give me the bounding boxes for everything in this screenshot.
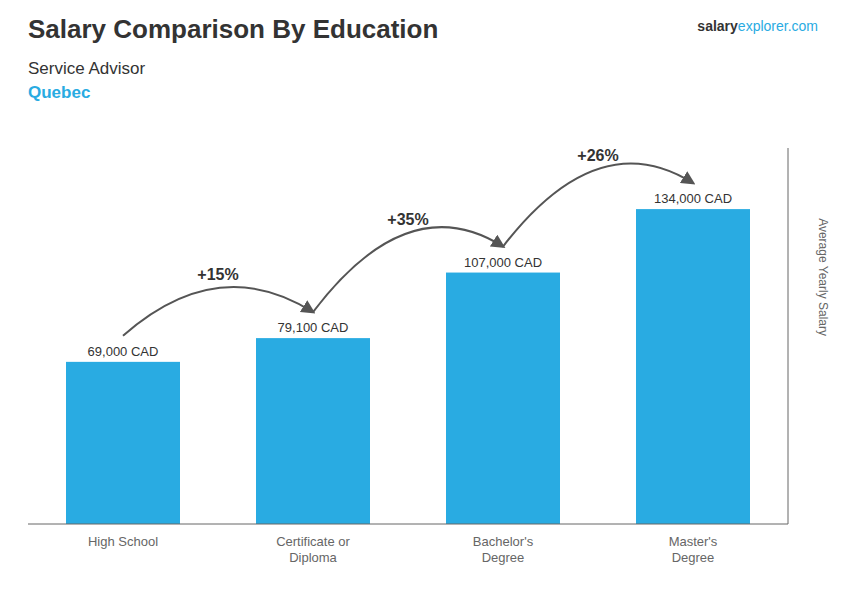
svg-text:+15%: +15%: [197, 266, 238, 283]
svg-text:+35%: +35%: [387, 211, 428, 228]
html-text:Quebec: Quebec: [28, 83, 91, 102]
svg-text:Bachelor'sDegree: Bachelor'sDegree: [473, 534, 534, 565]
html-text:Salary Comparison By Education: Salary Comparison By Education: [28, 14, 439, 44]
html-text:Service Advisor: Service Advisor: [28, 59, 146, 78]
svg-text:69,000 CAD: 69,000 CAD: [88, 344, 159, 359]
svg-text:107,000 CAD: 107,000 CAD: [464, 255, 542, 270]
svg-text:79,100 CAD: 79,100 CAD: [278, 320, 349, 335]
svg-text:+26%: +26%: [577, 148, 618, 164]
svg-text:Average Yearly Salary: Average Yearly Salary: [816, 218, 830, 336]
html-text:salary explorer.com: salary explorer.com: [697, 18, 818, 34]
svg-text:High School: High School: [88, 534, 158, 549]
svg-text:134,000 CAD: 134,000 CAD: [654, 191, 732, 206]
svg-text:Master'sDegree: Master'sDegree: [669, 534, 718, 565]
svg-text:Certificate orDiploma: Certificate orDiploma: [276, 534, 350, 565]
